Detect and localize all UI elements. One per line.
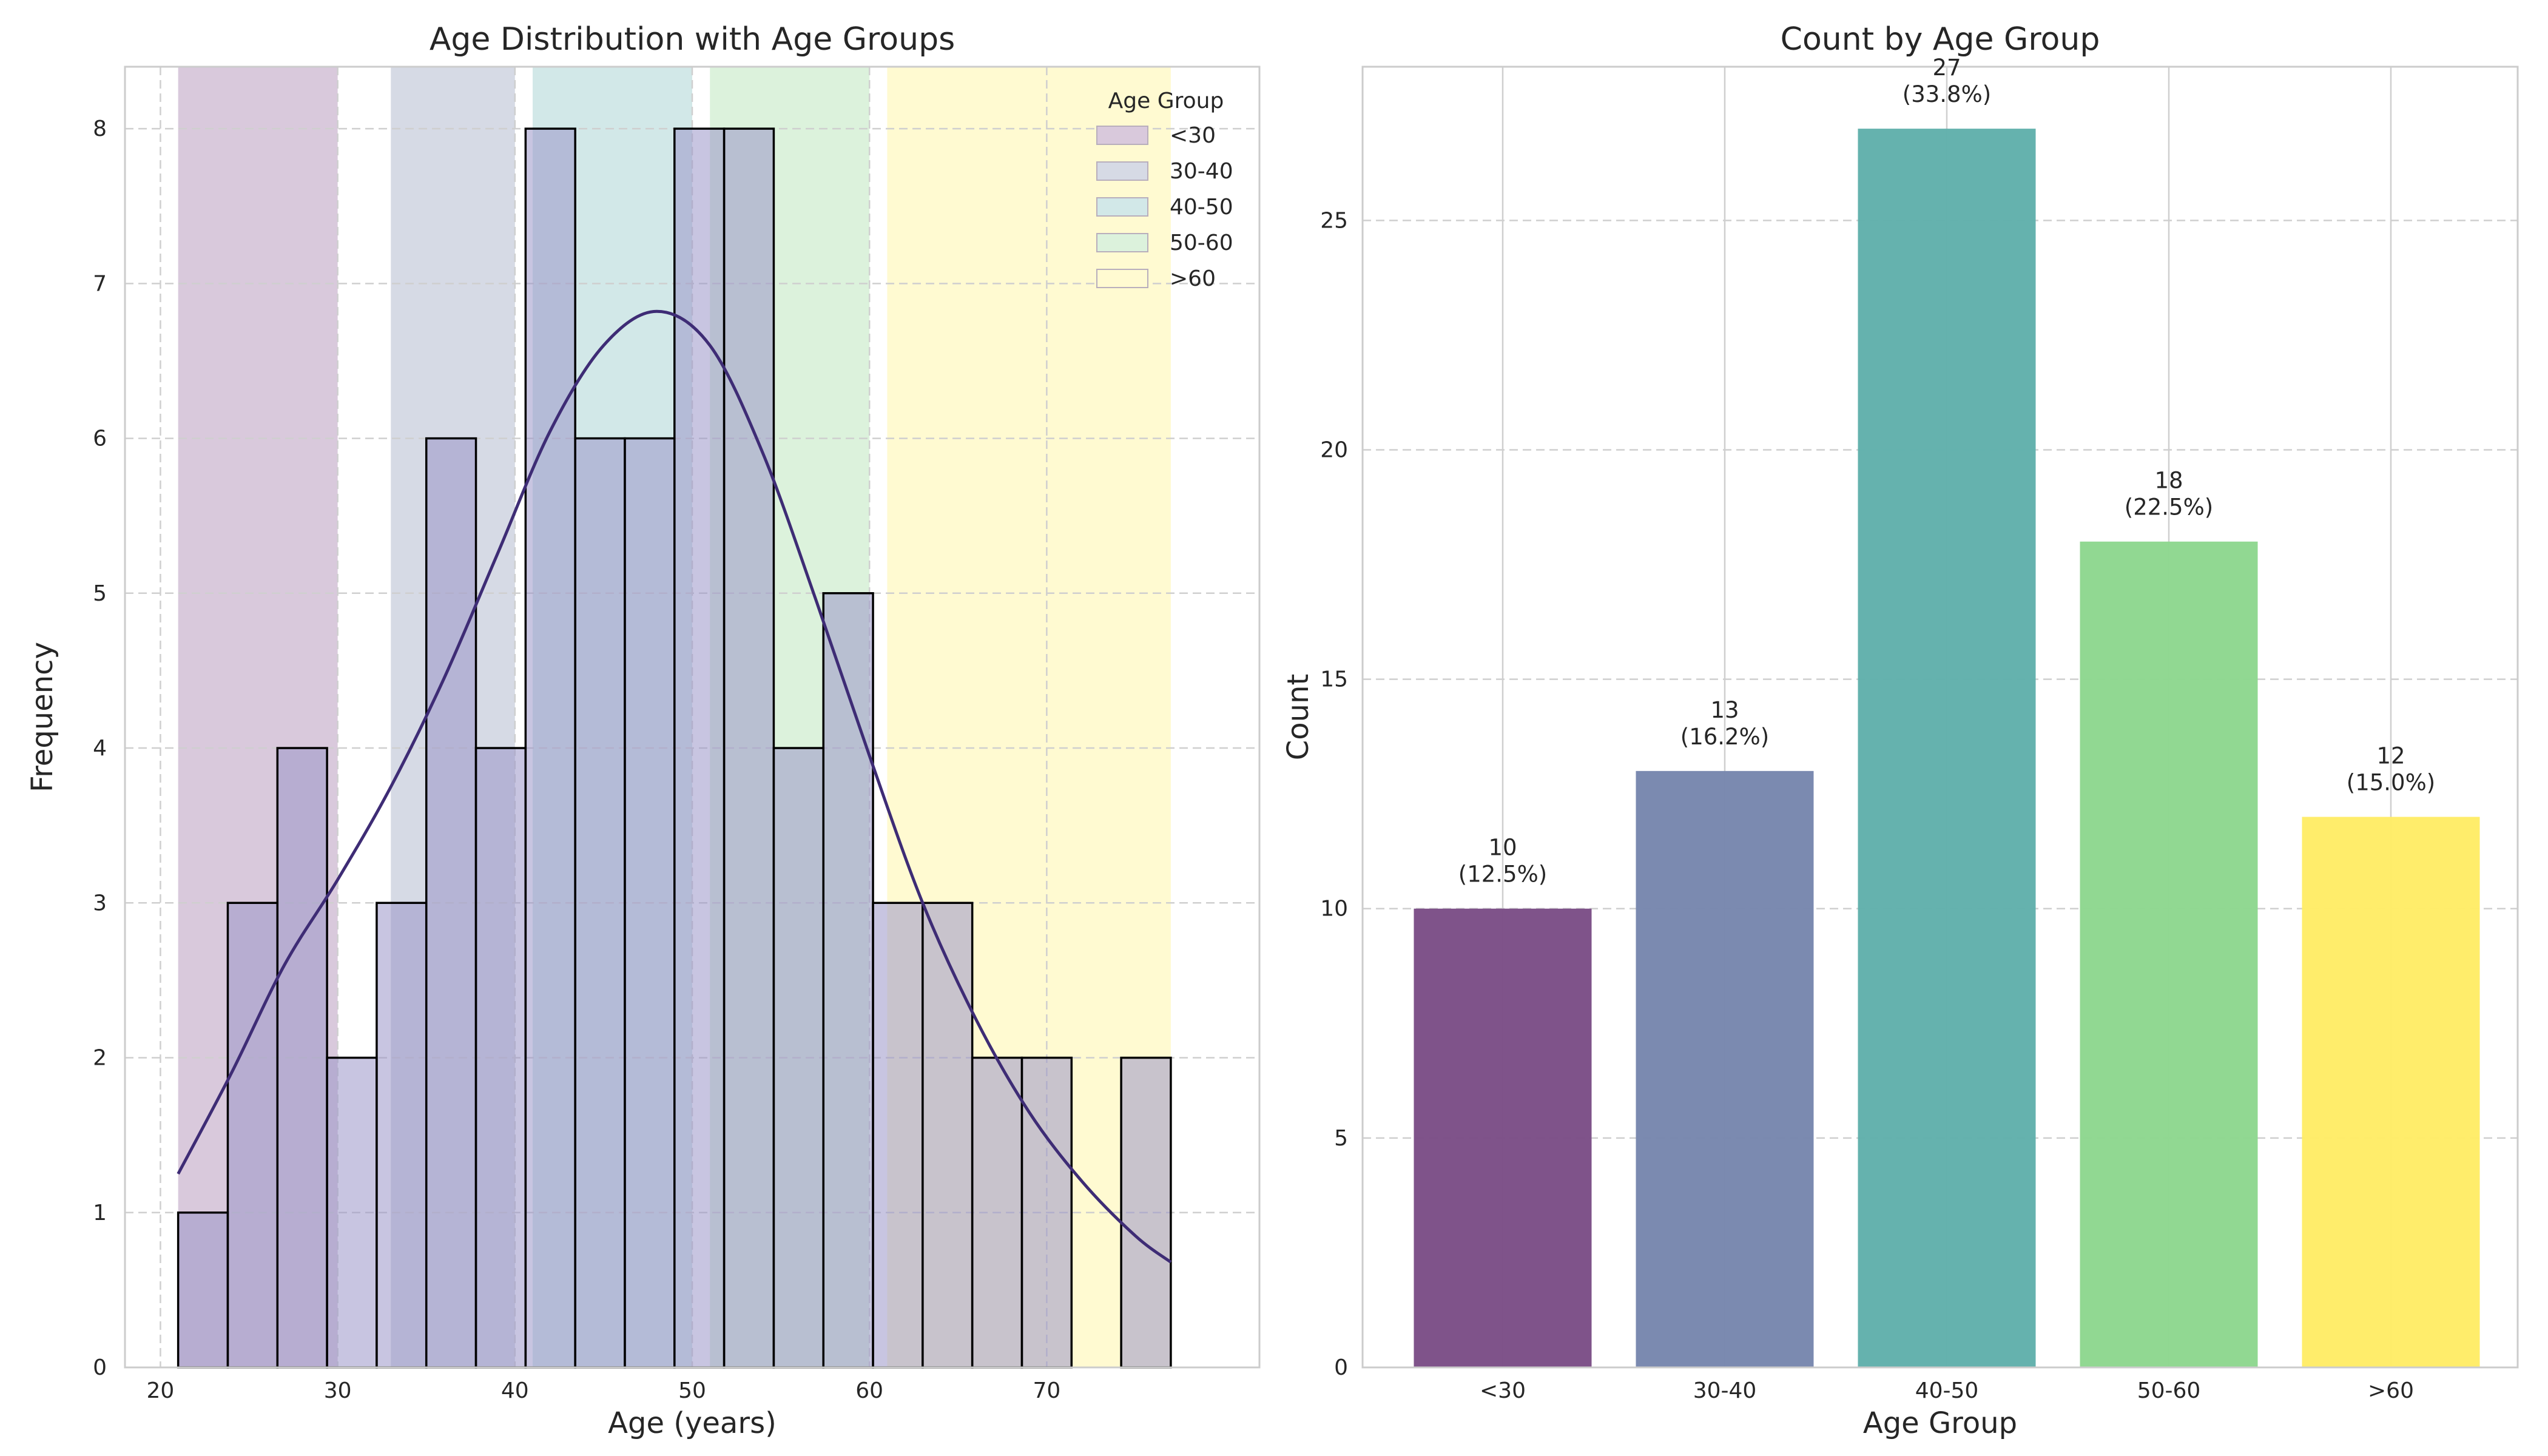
x-tick-label: 40 (501, 1378, 529, 1403)
legend-swatch-0 (1096, 126, 1148, 145)
histogram-bar (574, 437, 626, 1369)
legend-swatch-1 (1096, 161, 1148, 181)
histogram-bar (723, 127, 775, 1369)
y-tick-label: 4 (93, 736, 107, 761)
y-tick-label: 6 (93, 426, 107, 451)
y-tick-label: 3 (93, 891, 107, 915)
y-tick-label: 20 (1320, 437, 1348, 462)
histogram-y-label: Frequency (25, 642, 59, 792)
histogram-bar (276, 747, 328, 1369)
x-tick-label: <30 (1480, 1378, 1526, 1403)
bar-chart-title: Count by Age Group (1781, 21, 2100, 58)
legend-label-2: 40-50 (1170, 195, 1233, 220)
bar-value-label: 13 (1710, 697, 1739, 723)
y-tick-label: 0 (1334, 1355, 1348, 1380)
x-tick-label: 20 (147, 1378, 175, 1403)
histogram-bar (673, 127, 726, 1369)
kde-curve (177, 309, 1172, 1264)
bar (1858, 129, 2036, 1368)
histogram-bar (822, 592, 874, 1369)
bar-chart-x-label: Age Group (1863, 1406, 2017, 1440)
bar-chart-data-labels: 10(12.5%) 13(16.2%) 27(33.8%) 18(22.5%) 12(1… (1458, 55, 2435, 888)
y-tick-label: 0 (93, 1355, 107, 1380)
histogram-bar (177, 1212, 229, 1369)
histogram-bar (872, 902, 924, 1369)
histogram-bar (971, 1056, 1023, 1369)
histogram-frame (124, 66, 1261, 1369)
histogram-bar (474, 747, 527, 1369)
legend-label-3: 50-60 (1170, 231, 1233, 255)
histogram-bars (177, 127, 1172, 1369)
y-tick-label: 1 (93, 1201, 107, 1225)
histogram-bar (1020, 1056, 1073, 1369)
legend-label-1: 30-40 (1170, 159, 1233, 184)
bar (2302, 817, 2480, 1367)
legend-label-4: >60 (1170, 266, 1216, 291)
bar-percent-label: (33.8%) (1903, 81, 1991, 107)
histogram-y-ticks: 0 1 2 3 4 5 6 7 8 (93, 116, 107, 1380)
bar-value-label: 12 (2376, 743, 2405, 769)
y-tick-label: 7 (93, 271, 107, 296)
x-tick-label: 30 (324, 1378, 352, 1403)
bar (2080, 541, 2258, 1367)
y-tick-label: 10 (1320, 897, 1348, 922)
y-tick-label: 8 (93, 116, 107, 141)
bar-percent-label: (15.0%) (2347, 769, 2435, 795)
bar-percent-label: (22.5%) (2125, 494, 2213, 521)
x-tick-label: 30-40 (1693, 1378, 1757, 1403)
legend-swatch-4 (1096, 269, 1148, 288)
bar-percent-label: (16.2%) (1680, 724, 1769, 750)
histogram-legend: Age Group <30 30-40 40-50 50-60 >60 (1096, 89, 1233, 291)
x-tick-label: 60 (855, 1378, 883, 1403)
bar-chart-y-ticks: 0 5 10 15 20 25 (1320, 208, 1348, 1380)
histogram-bar (524, 127, 576, 1369)
x-tick-label: 40-50 (1915, 1378, 1979, 1403)
histogram-bar (1120, 1056, 1172, 1369)
y-tick-label: 25 (1320, 208, 1348, 233)
bar (1414, 908, 1592, 1367)
histogram-bar (226, 902, 279, 1369)
bar-value-label: 27 (1932, 55, 1961, 81)
histogram-bar (376, 902, 428, 1369)
bar-value-label: 18 (2154, 468, 2183, 494)
x-tick-label: 70 (1033, 1378, 1060, 1403)
histogram-title: Age Distribution with Age Groups (430, 21, 955, 58)
histogram-bar (772, 747, 824, 1369)
histogram-x-ticks: 20 30 40 50 60 70 (147, 1378, 1061, 1403)
bar-chart-x-ticks: <30 30-40 40-50 50-60 >60 (1480, 1378, 2414, 1403)
histogram-bar (425, 437, 477, 1369)
histogram-bar (624, 437, 676, 1369)
bar-percent-label: (12.5%) (1458, 861, 1547, 888)
bar-chart-frame (1361, 66, 2519, 1369)
y-tick-label: 5 (93, 581, 107, 606)
y-tick-label: 5 (1334, 1126, 1348, 1151)
bar-chart-y-label: Count (1281, 674, 1315, 761)
bar (1636, 770, 1814, 1367)
x-tick-label: 50-60 (2137, 1378, 2201, 1403)
y-tick-label: 15 (1320, 667, 1348, 692)
histogram-bar (326, 1056, 378, 1369)
x-tick-label: 50 (678, 1378, 706, 1403)
histogram-bar (922, 902, 974, 1369)
bar-chart-bars (1414, 129, 2480, 1368)
y-tick-label: 2 (93, 1046, 107, 1071)
bar-value-label: 10 (1488, 835, 1517, 861)
legend-swatch-2 (1096, 197, 1148, 217)
x-tick-label: >60 (2368, 1378, 2414, 1403)
histogram-x-label: Age (years) (608, 1406, 777, 1440)
legend-swatch-3 (1096, 233, 1148, 252)
legend-label-0: <30 (1170, 123, 1216, 148)
legend-title: Age Group (1108, 89, 1224, 113)
